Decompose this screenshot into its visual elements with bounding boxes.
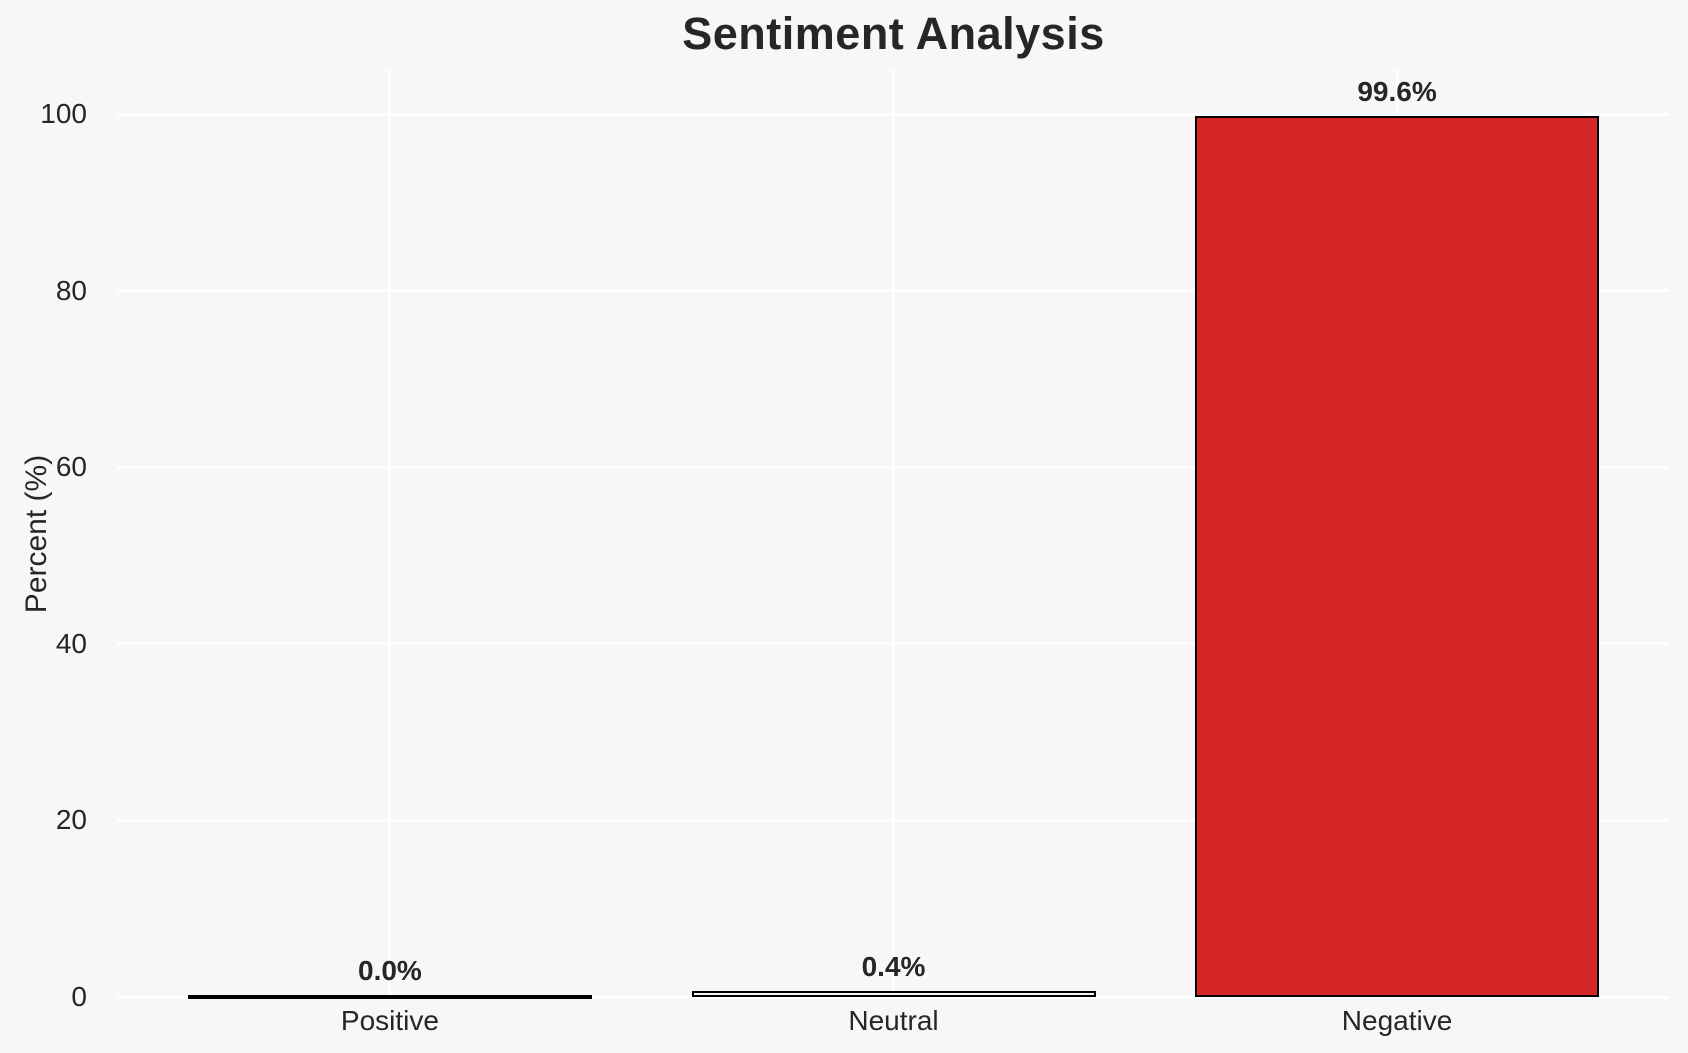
bar-value-label: 99.6% — [1357, 75, 1437, 107]
y-tick-label: 100 — [40, 98, 87, 130]
x-tick-label-neutral: Neutral — [848, 1005, 939, 1036]
x-tick-label-positive: Positive — [340, 1005, 439, 1036]
bar-negative — [1195, 115, 1600, 997]
y-gridline — [118, 995, 1669, 999]
x-gridline — [892, 70, 895, 997]
x-tick-label-negative: Negative — [1341, 1005, 1453, 1036]
y-tick-label: 0 — [71, 981, 87, 1012]
y-tick-label: 40 — [55, 627, 87, 659]
chart-title: Sentiment Analysis — [682, 8, 1105, 59]
y-tick-label: 80 — [55, 274, 87, 306]
bar-value-label: 0.0% — [358, 955, 422, 986]
bar-positive — [187, 995, 592, 999]
x-gridline — [388, 70, 392, 997]
y-tick-label: 60 — [55, 451, 87, 483]
y-axis-label: Percent (%) — [20, 454, 53, 614]
plot-area: 0 20 40 60 80 100 0.0% Positive 0.4% Neutral 99.6%… — [40, 70, 1669, 1036]
bar-neutral — [691, 991, 1096, 997]
bar-value-label: 0.4% — [861, 951, 926, 983]
y-tick-label: 20 — [55, 804, 87, 836]
